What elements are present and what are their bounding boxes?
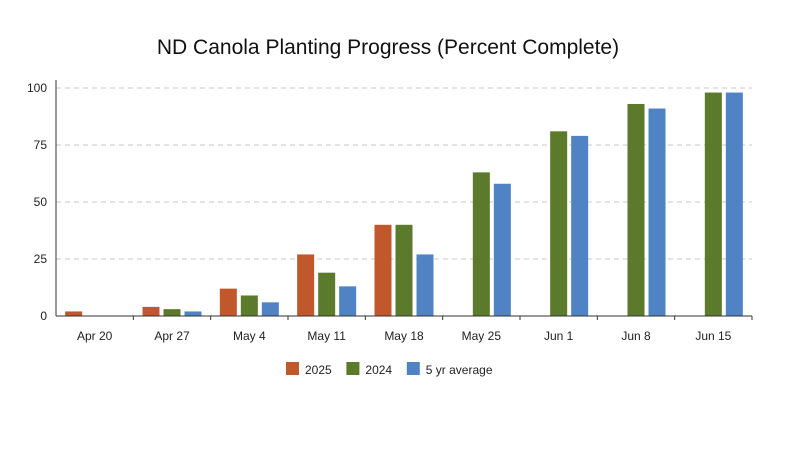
- bar-5-yr-average-may-18: [416, 254, 434, 316]
- legend-label: 2025: [305, 363, 332, 377]
- y-tick-label: 75: [34, 138, 48, 152]
- x-tick-label: May 11: [307, 329, 346, 343]
- x-tick-label: Jun 15: [695, 329, 731, 343]
- bar-2025-may-11: [297, 254, 315, 316]
- bar-2025-may-4: [219, 288, 237, 316]
- bar-2025-may-18: [374, 224, 392, 316]
- y-tick-label: 100: [27, 81, 47, 95]
- bar-2024-may-25: [472, 172, 490, 316]
- bar-2024-jun-1: [550, 131, 568, 316]
- bar-2025-apr-20: [65, 311, 83, 316]
- axes: 0 25 50 75 100 Apr 20 Apr 27 May 4 May 11 May 18 M…: [27, 80, 753, 343]
- x-tick-label: May 25: [462, 329, 502, 343]
- bar-5-yr-average-apr-27: [184, 311, 202, 316]
- chart-title: ND Canola Planting Progress (Percent Com…: [156, 36, 620, 59]
- legend-label: 2024: [365, 363, 392, 377]
- bars: [65, 92, 743, 317]
- bar-2024-may-18: [395, 224, 413, 316]
- bar-5-yr-average-may-25: [493, 183, 511, 316]
- bar-2025-apr-27: [142, 306, 160, 316]
- x-tick-label: May 18: [384, 329, 424, 343]
- y-tick-label: 25: [34, 252, 48, 266]
- legend-label: 5 yr average: [426, 363, 493, 377]
- x-tick-label: Apr 27: [154, 329, 190, 343]
- bar-2024-apr-27: [163, 309, 181, 316]
- x-tick-label: Jun 8: [621, 329, 651, 343]
- bar-5-yr-average-jun-8: [648, 108, 666, 317]
- bar-5-yr-average-may-11: [339, 286, 357, 316]
- x-tick-label: May 4: [233, 329, 266, 343]
- legend-swatch-5-yr-average: [406, 362, 420, 375]
- legend: 2025 2024 5 yr average: [286, 362, 493, 377]
- bar-2024-may-4: [240, 295, 258, 316]
- legend-swatch-2024: [346, 362, 360, 375]
- bar-2024-jun-8: [627, 103, 645, 317]
- bar-2024-may-11: [318, 272, 336, 316]
- bar-5-yr-average-may-4: [261, 302, 279, 316]
- bar-5-yr-average-jun-1: [571, 135, 589, 316]
- x-tick-label: Jun 1: [544, 329, 574, 343]
- bar-2024-jun-15: [704, 92, 722, 316]
- y-tick-label: 50: [34, 195, 48, 209]
- x-tick-label: Apr 20: [77, 329, 113, 343]
- legend-swatch-2025: [286, 362, 299, 375]
- y-tick-label: 0: [40, 309, 47, 323]
- bar-5-yr-average-jun-15: [725, 92, 743, 316]
